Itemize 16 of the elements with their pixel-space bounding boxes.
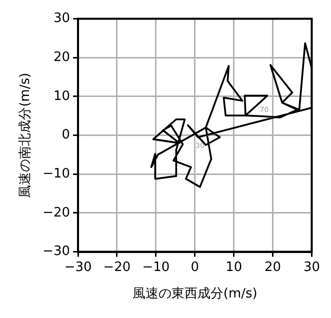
x-tick-label: −30 [64, 260, 92, 275]
x-tick-label: 0 [190, 260, 200, 275]
x-tick-label: −10 [142, 260, 170, 275]
y-tick-label: −10 [42, 166, 70, 182]
y-tick-label: 10 [53, 88, 70, 104]
y-tick-label: −20 [42, 205, 70, 220]
y-tick-label: 30 [53, 11, 70, 26]
x-tick-label: −20 [103, 260, 131, 275]
y-tick-label: 20 [53, 50, 70, 66]
y-axis-title: 風速の南北成分(m/s) [18, 72, 34, 198]
x-axis-title: 風速の東西成分(m/s) [132, 286, 258, 302]
x-tick-label: 20 [264, 260, 282, 275]
x-tick-label: 10 [226, 260, 242, 275]
y-tick-label: 0 [62, 128, 70, 143]
x-tick-label: 30 [303, 260, 320, 275]
y-tick-label: −30 [42, 244, 70, 260]
